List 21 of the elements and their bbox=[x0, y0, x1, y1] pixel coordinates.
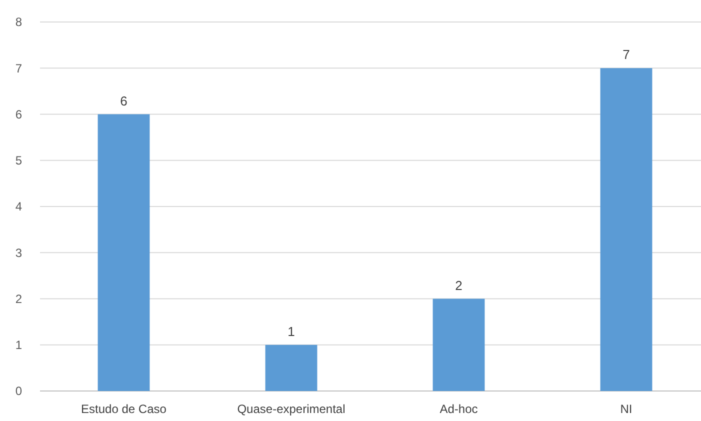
y-tick-label: 1 bbox=[15, 338, 22, 352]
y-tick-label: 7 bbox=[15, 61, 22, 76]
bar bbox=[600, 68, 652, 391]
bar bbox=[98, 114, 150, 391]
x-tick-label: Quase-experimental bbox=[237, 402, 346, 416]
y-tick-label: 4 bbox=[15, 200, 22, 214]
data-label: 7 bbox=[622, 47, 630, 62]
bar bbox=[265, 344, 318, 391]
data-label: 1 bbox=[288, 324, 295, 339]
data-label: 2 bbox=[455, 278, 462, 293]
y-tick-label: 2 bbox=[15, 292, 22, 306]
x-tick-label: NI bbox=[620, 402, 632, 416]
y-tick-label: 0 bbox=[15, 384, 22, 398]
x-tick-label: Ad-hoc bbox=[440, 402, 478, 416]
y-tick-label: 5 bbox=[15, 154, 22, 168]
x-tick-label: Estudo de Caso bbox=[81, 402, 167, 416]
y-tick-label: 6 bbox=[15, 107, 22, 122]
y-tick-label: 8 bbox=[15, 15, 22, 30]
bar bbox=[432, 298, 485, 391]
y-tick-label: 3 bbox=[15, 246, 22, 260]
data-label: 6 bbox=[120, 93, 128, 108]
